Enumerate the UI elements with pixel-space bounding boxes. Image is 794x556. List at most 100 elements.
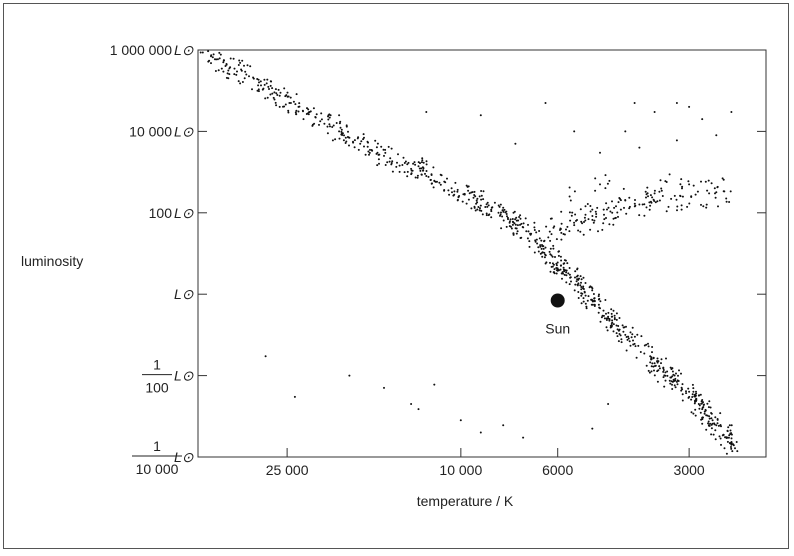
star-point bbox=[651, 346, 654, 348]
star-point bbox=[421, 157, 424, 160]
star-point bbox=[579, 208, 582, 211]
star-point bbox=[605, 217, 607, 219]
star-point bbox=[605, 326, 608, 329]
star-point bbox=[414, 163, 417, 166]
star-point bbox=[634, 345, 637, 348]
star-point bbox=[498, 205, 501, 208]
star-point bbox=[565, 228, 567, 231]
star-point bbox=[427, 175, 430, 178]
star-point bbox=[590, 303, 593, 306]
star-point bbox=[404, 160, 407, 163]
star-point bbox=[302, 110, 304, 113]
star-point bbox=[605, 202, 608, 205]
y-tick-label: L⊙ bbox=[174, 286, 194, 302]
star-point bbox=[651, 351, 653, 354]
star-point bbox=[570, 214, 573, 217]
star-point bbox=[540, 247, 543, 250]
star-point bbox=[482, 198, 485, 201]
star-point bbox=[512, 221, 515, 224]
star-point bbox=[541, 245, 544, 248]
star-point bbox=[607, 311, 610, 314]
star-point bbox=[730, 441, 733, 443]
star-point bbox=[446, 177, 448, 180]
star-point bbox=[702, 406, 705, 408]
star-point bbox=[647, 369, 650, 372]
star-point bbox=[537, 246, 540, 249]
star-point bbox=[653, 362, 656, 365]
star-point bbox=[696, 190, 699, 193]
star-point bbox=[697, 394, 700, 397]
star-point bbox=[653, 192, 656, 195]
star-point bbox=[623, 206, 625, 209]
star-point bbox=[660, 189, 663, 192]
star-point bbox=[612, 223, 615, 226]
star-point bbox=[383, 154, 385, 157]
star-point bbox=[611, 319, 614, 322]
star-point bbox=[220, 67, 223, 70]
star-point bbox=[237, 64, 240, 66]
star-point bbox=[602, 222, 605, 225]
star-point bbox=[661, 195, 664, 197]
star-point bbox=[502, 219, 505, 222]
star-point bbox=[701, 408, 704, 411]
star-point bbox=[416, 176, 419, 179]
star-point bbox=[520, 222, 523, 225]
star-point bbox=[577, 229, 580, 232]
star-point bbox=[649, 194, 652, 197]
star-point bbox=[598, 293, 600, 296]
star-point bbox=[702, 416, 704, 419]
star-point bbox=[700, 203, 702, 206]
y-tick-numerator: 1 bbox=[153, 357, 161, 373]
star-point bbox=[635, 356, 638, 359]
star-point bbox=[607, 315, 610, 318]
star-point bbox=[620, 341, 623, 344]
star-point bbox=[579, 284, 582, 287]
star-point bbox=[331, 139, 334, 142]
star-point bbox=[524, 217, 527, 220]
star-point bbox=[573, 224, 576, 227]
star-point bbox=[588, 286, 591, 289]
star-point bbox=[576, 284, 579, 287]
star-point bbox=[547, 236, 550, 239]
star-point bbox=[665, 357, 667, 360]
star-point bbox=[649, 204, 652, 207]
star-point bbox=[245, 73, 248, 76]
star-point bbox=[601, 228, 604, 231]
star-point bbox=[429, 178, 432, 181]
star-point bbox=[499, 213, 502, 216]
star-point bbox=[653, 111, 656, 113]
star-point bbox=[269, 84, 272, 87]
star-point bbox=[639, 351, 642, 353]
star-point bbox=[562, 233, 565, 235]
star-point bbox=[568, 283, 571, 286]
star-point bbox=[584, 302, 587, 305]
star-point bbox=[293, 395, 296, 398]
star-point bbox=[707, 179, 710, 182]
star-point bbox=[580, 294, 583, 297]
y-tick-label: L⊙100 bbox=[149, 205, 194, 221]
star-point bbox=[543, 256, 546, 259]
star-point bbox=[493, 201, 496, 204]
star-point bbox=[269, 93, 272, 96]
sun-label: Sun bbox=[545, 321, 570, 337]
star-point bbox=[650, 370, 653, 373]
star-point bbox=[275, 92, 278, 95]
star-point bbox=[725, 200, 728, 203]
star-point bbox=[631, 333, 634, 336]
star-point bbox=[439, 183, 442, 186]
star-point bbox=[338, 122, 341, 125]
star-point bbox=[213, 58, 216, 61]
star-point bbox=[503, 208, 506, 211]
star-point bbox=[236, 70, 238, 73]
star-point bbox=[552, 244, 555, 247]
star-point bbox=[675, 372, 677, 375]
star-point bbox=[599, 300, 602, 303]
star-point bbox=[555, 267, 558, 269]
star-point bbox=[500, 211, 502, 214]
star-point bbox=[708, 192, 711, 195]
star-point bbox=[734, 447, 736, 450]
star-point bbox=[599, 151, 601, 154]
star-point bbox=[443, 189, 446, 191]
star-point bbox=[638, 214, 641, 217]
